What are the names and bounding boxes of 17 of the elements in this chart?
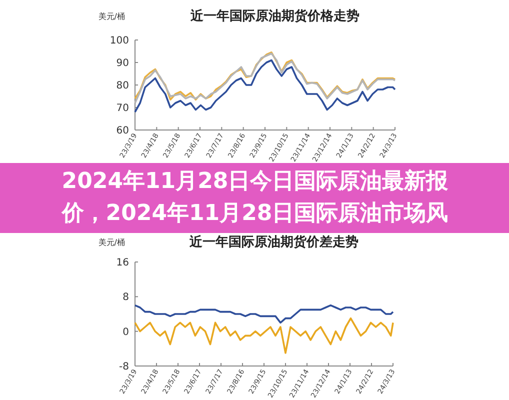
y-tick-label: 100 <box>110 36 129 46</box>
y-tick-label: 70 <box>116 103 129 114</box>
text: 2024年11月28日今日国际原油最新报价，2024年11月28日国际原油市场风 <box>60 168 450 228</box>
y-tick-label: 8 <box>122 292 129 304</box>
line-series <box>134 59 396 113</box>
y-tick-label: -8 <box>119 362 129 372</box>
y-axis-title: 美元/桶 <box>98 238 125 247</box>
y-axis-title: 美元/桶 <box>98 12 125 21</box>
y-tick-label: 90 <box>116 58 129 69</box>
y-tick-label: 16 <box>116 258 129 268</box>
y-tick-label: 60 <box>116 126 129 136</box>
line-series <box>134 317 394 354</box>
y-tick-label: 80 <box>116 80 129 92</box>
line-series <box>134 304 394 324</box>
chart-title: 近一年国际原油期货价格走势 <box>190 8 360 24</box>
chart-title: 近一年国际原油期货价差走势 <box>188 234 358 250</box>
y-tick-label: 0 <box>122 326 129 338</box>
